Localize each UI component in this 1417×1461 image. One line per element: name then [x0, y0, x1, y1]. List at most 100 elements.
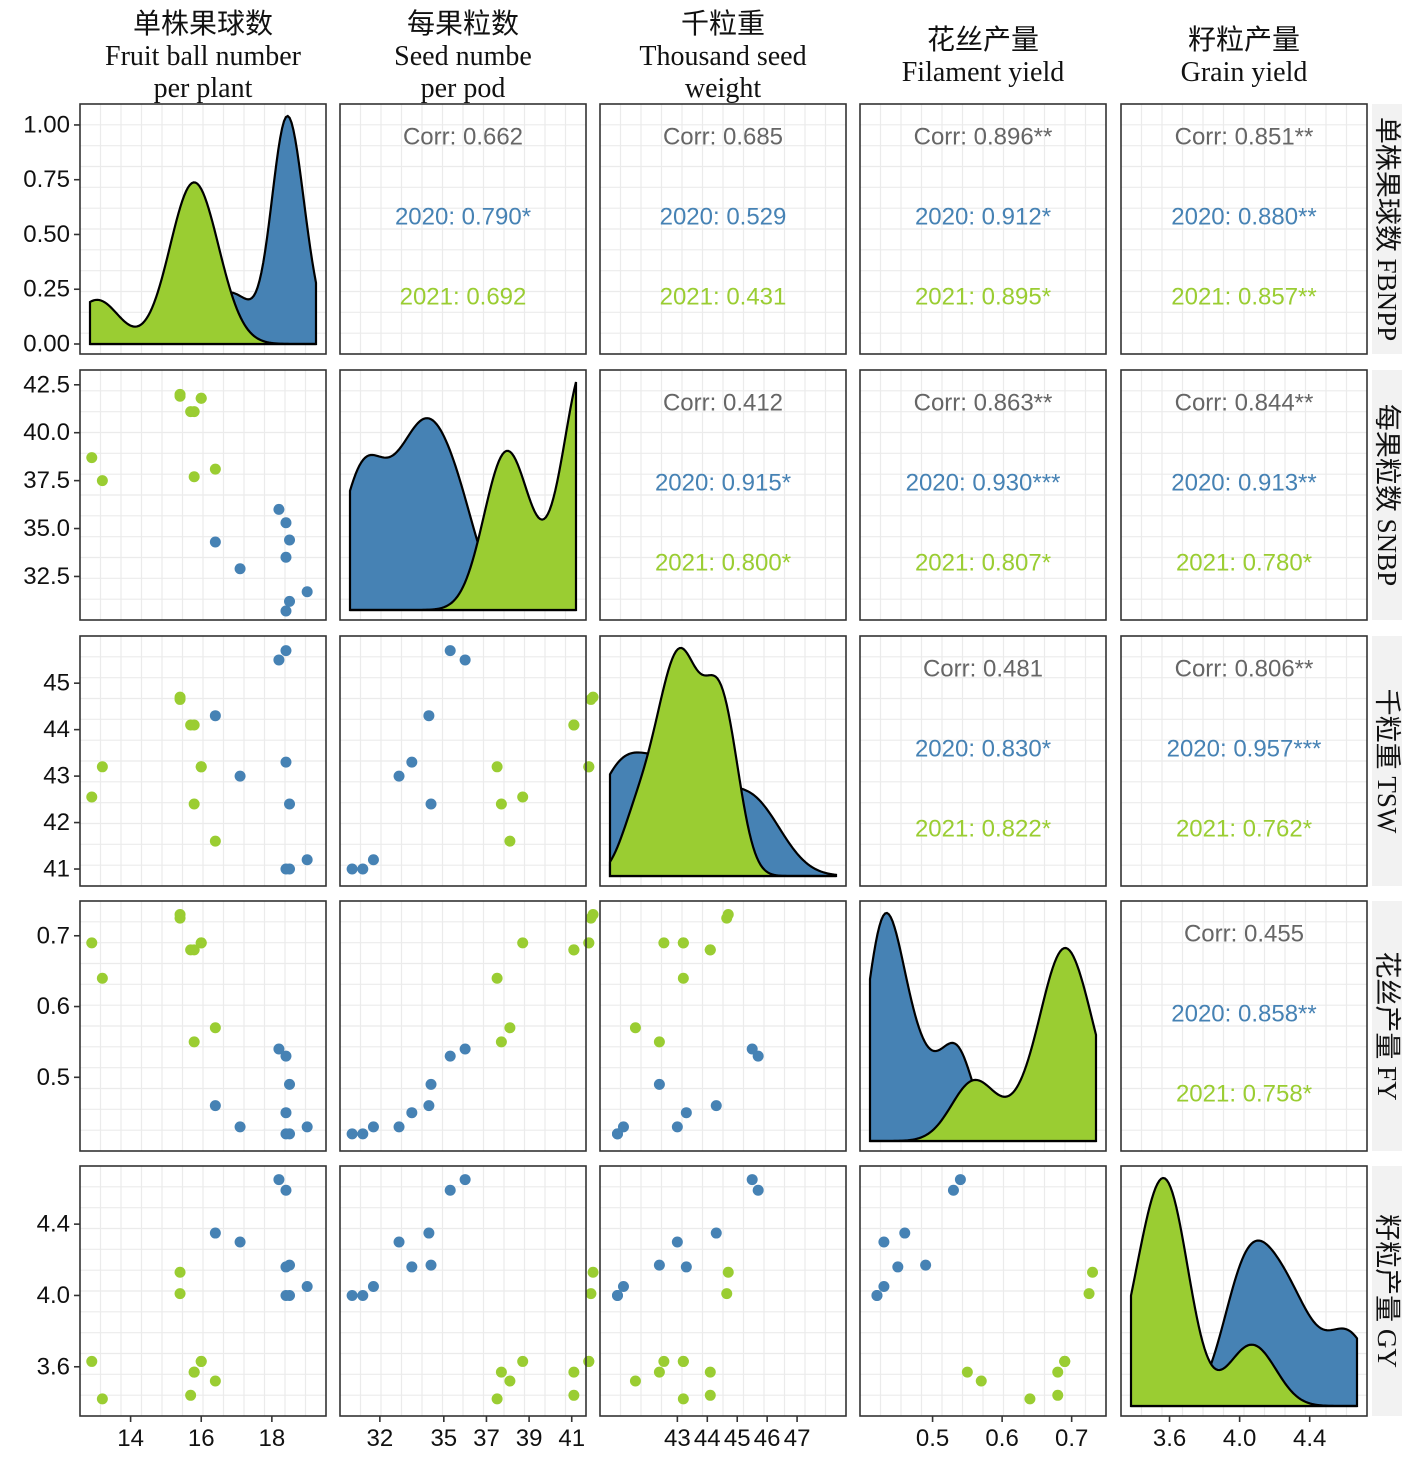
point-2021 [188, 471, 200, 483]
point-2021 [495, 1366, 507, 1378]
point-2020 [280, 605, 292, 617]
y-axis-fy: 0.5 0.6 0.7 [37, 922, 80, 1091]
column-title-line: Filament yield [902, 57, 1065, 88]
point-2021 [653, 1036, 665, 1048]
point-2020 [425, 798, 437, 810]
point-2020 [947, 1184, 959, 1196]
point-2021 [568, 719, 580, 731]
point-2021 [174, 1266, 186, 1278]
gridlines [1121, 901, 1367, 1151]
point-2021 [195, 392, 207, 404]
corr-text: 2020: 0.957*** [1167, 735, 1322, 762]
panel-tsw-snbp [339, 635, 599, 887]
point-2021 [504, 835, 516, 847]
point-2020 [423, 1100, 435, 1112]
point-2021 [585, 693, 597, 705]
corr-text: Corr: 0.896** [914, 123, 1053, 150]
y-tick-label: 45 [43, 670, 70, 697]
point-2020 [367, 854, 379, 866]
y-tick-label: 0.25 [23, 276, 70, 303]
gridlines [860, 1166, 1106, 1416]
y-tick-label: 43 [43, 763, 70, 790]
panel-border [79, 103, 327, 355]
panel-tsw-fy: Corr: 0.481 2020: 0.830* 2021: 0.822* [859, 635, 1107, 887]
gridlines [80, 901, 326, 1151]
x-axis-fy: 0.5 0.6 0.7 [916, 1416, 1088, 1452]
x-tick-label: 16 [188, 1425, 215, 1452]
y-tick-label: 0.00 [23, 331, 70, 358]
panel-fbnpp-tsw: Corr: 0.685 2020: 0.529 2021: 0.431 [599, 103, 847, 355]
point-2021 [658, 1355, 670, 1367]
y-tick-label: 42 [43, 809, 70, 836]
column-title-line: 每果粒数 [407, 8, 519, 40]
density-area-2021 [1129, 1176, 1357, 1408]
point-2020 [273, 1043, 285, 1055]
corr-text: 2021: 0.431 [660, 283, 787, 310]
corr-text: Corr: 0.844** [1175, 389, 1314, 416]
point-2020 [611, 1289, 623, 1301]
x-tick-label: 43 [664, 1425, 691, 1452]
point-2021 [721, 1288, 733, 1300]
point-2020 [617, 1281, 629, 1293]
point-2021 [721, 912, 733, 924]
panel-border [599, 900, 847, 1152]
point-2021 [704, 1389, 716, 1401]
point-2021 [185, 1389, 197, 1401]
point-2020 [280, 756, 292, 768]
point-2020 [710, 1227, 722, 1239]
panel-border [79, 900, 327, 1152]
panel-snbp-snbp [339, 369, 587, 621]
point-2020 [357, 863, 369, 875]
point-2020 [234, 563, 246, 575]
point-2020 [406, 1261, 418, 1273]
panel-fy-fy [859, 900, 1107, 1152]
point-2020 [899, 1227, 911, 1239]
point-2020 [671, 1236, 683, 1248]
point-2021 [1059, 1355, 1071, 1367]
corr-text: 2021: 0.822* [915, 815, 1051, 842]
point-2021 [677, 972, 689, 984]
point-2020 [444, 1050, 456, 1062]
point-2020 [871, 1289, 883, 1301]
point-2020 [653, 1078, 665, 1090]
gridlines [1121, 104, 1367, 354]
panel-gy-tsw [599, 1165, 847, 1417]
point-2020 [280, 1261, 292, 1273]
row-title-gy: 籽粒产量 GY [1372, 1214, 1402, 1368]
y-tick-label: 0.5 [37, 1064, 70, 1091]
y-tick-label: 41 [43, 856, 70, 883]
point-2020 [284, 534, 296, 546]
point-2021 [174, 390, 186, 402]
column-title-line: Seed numbe [394, 41, 532, 72]
column-title-line: Grain yield [1181, 57, 1308, 88]
y-tick-label: 0.6 [37, 993, 70, 1020]
gridlines [80, 636, 326, 886]
point-2021 [86, 937, 98, 949]
panel-snbp-tsw: Corr: 0.412 2020: 0.915* 2021: 0.800* [599, 369, 847, 621]
panel-tsw-tsw [599, 635, 847, 887]
point-2020 [301, 1281, 313, 1293]
point-2021 [1087, 1266, 1099, 1278]
point-2020 [393, 1121, 405, 1133]
panel-border [599, 103, 847, 355]
point-2021 [188, 1036, 200, 1048]
y-tick-label: 0.75 [23, 166, 70, 193]
point-2020 [752, 1184, 764, 1196]
point-2020 [459, 654, 471, 666]
point-2021 [568, 944, 580, 956]
point-2020 [273, 654, 285, 666]
point-2020 [459, 1043, 471, 1055]
y-axis-tsw: 41 42 43 44 45 [43, 670, 80, 883]
point-2020 [444, 1184, 456, 1196]
density-area-2021 [608, 646, 836, 878]
point-2021 [658, 937, 670, 949]
point-2021 [583, 761, 595, 773]
point-2021 [629, 1375, 641, 1387]
panel-border [339, 900, 587, 1152]
point-2021 [209, 1375, 221, 1387]
y-tick-label: 3.6 [37, 1353, 70, 1380]
panel-border [1120, 1165, 1368, 1417]
panel-border [79, 635, 327, 887]
panel-fbnpp-fy: Corr: 0.896** 2020: 0.912* 2021: 0.895* [859, 103, 1107, 355]
